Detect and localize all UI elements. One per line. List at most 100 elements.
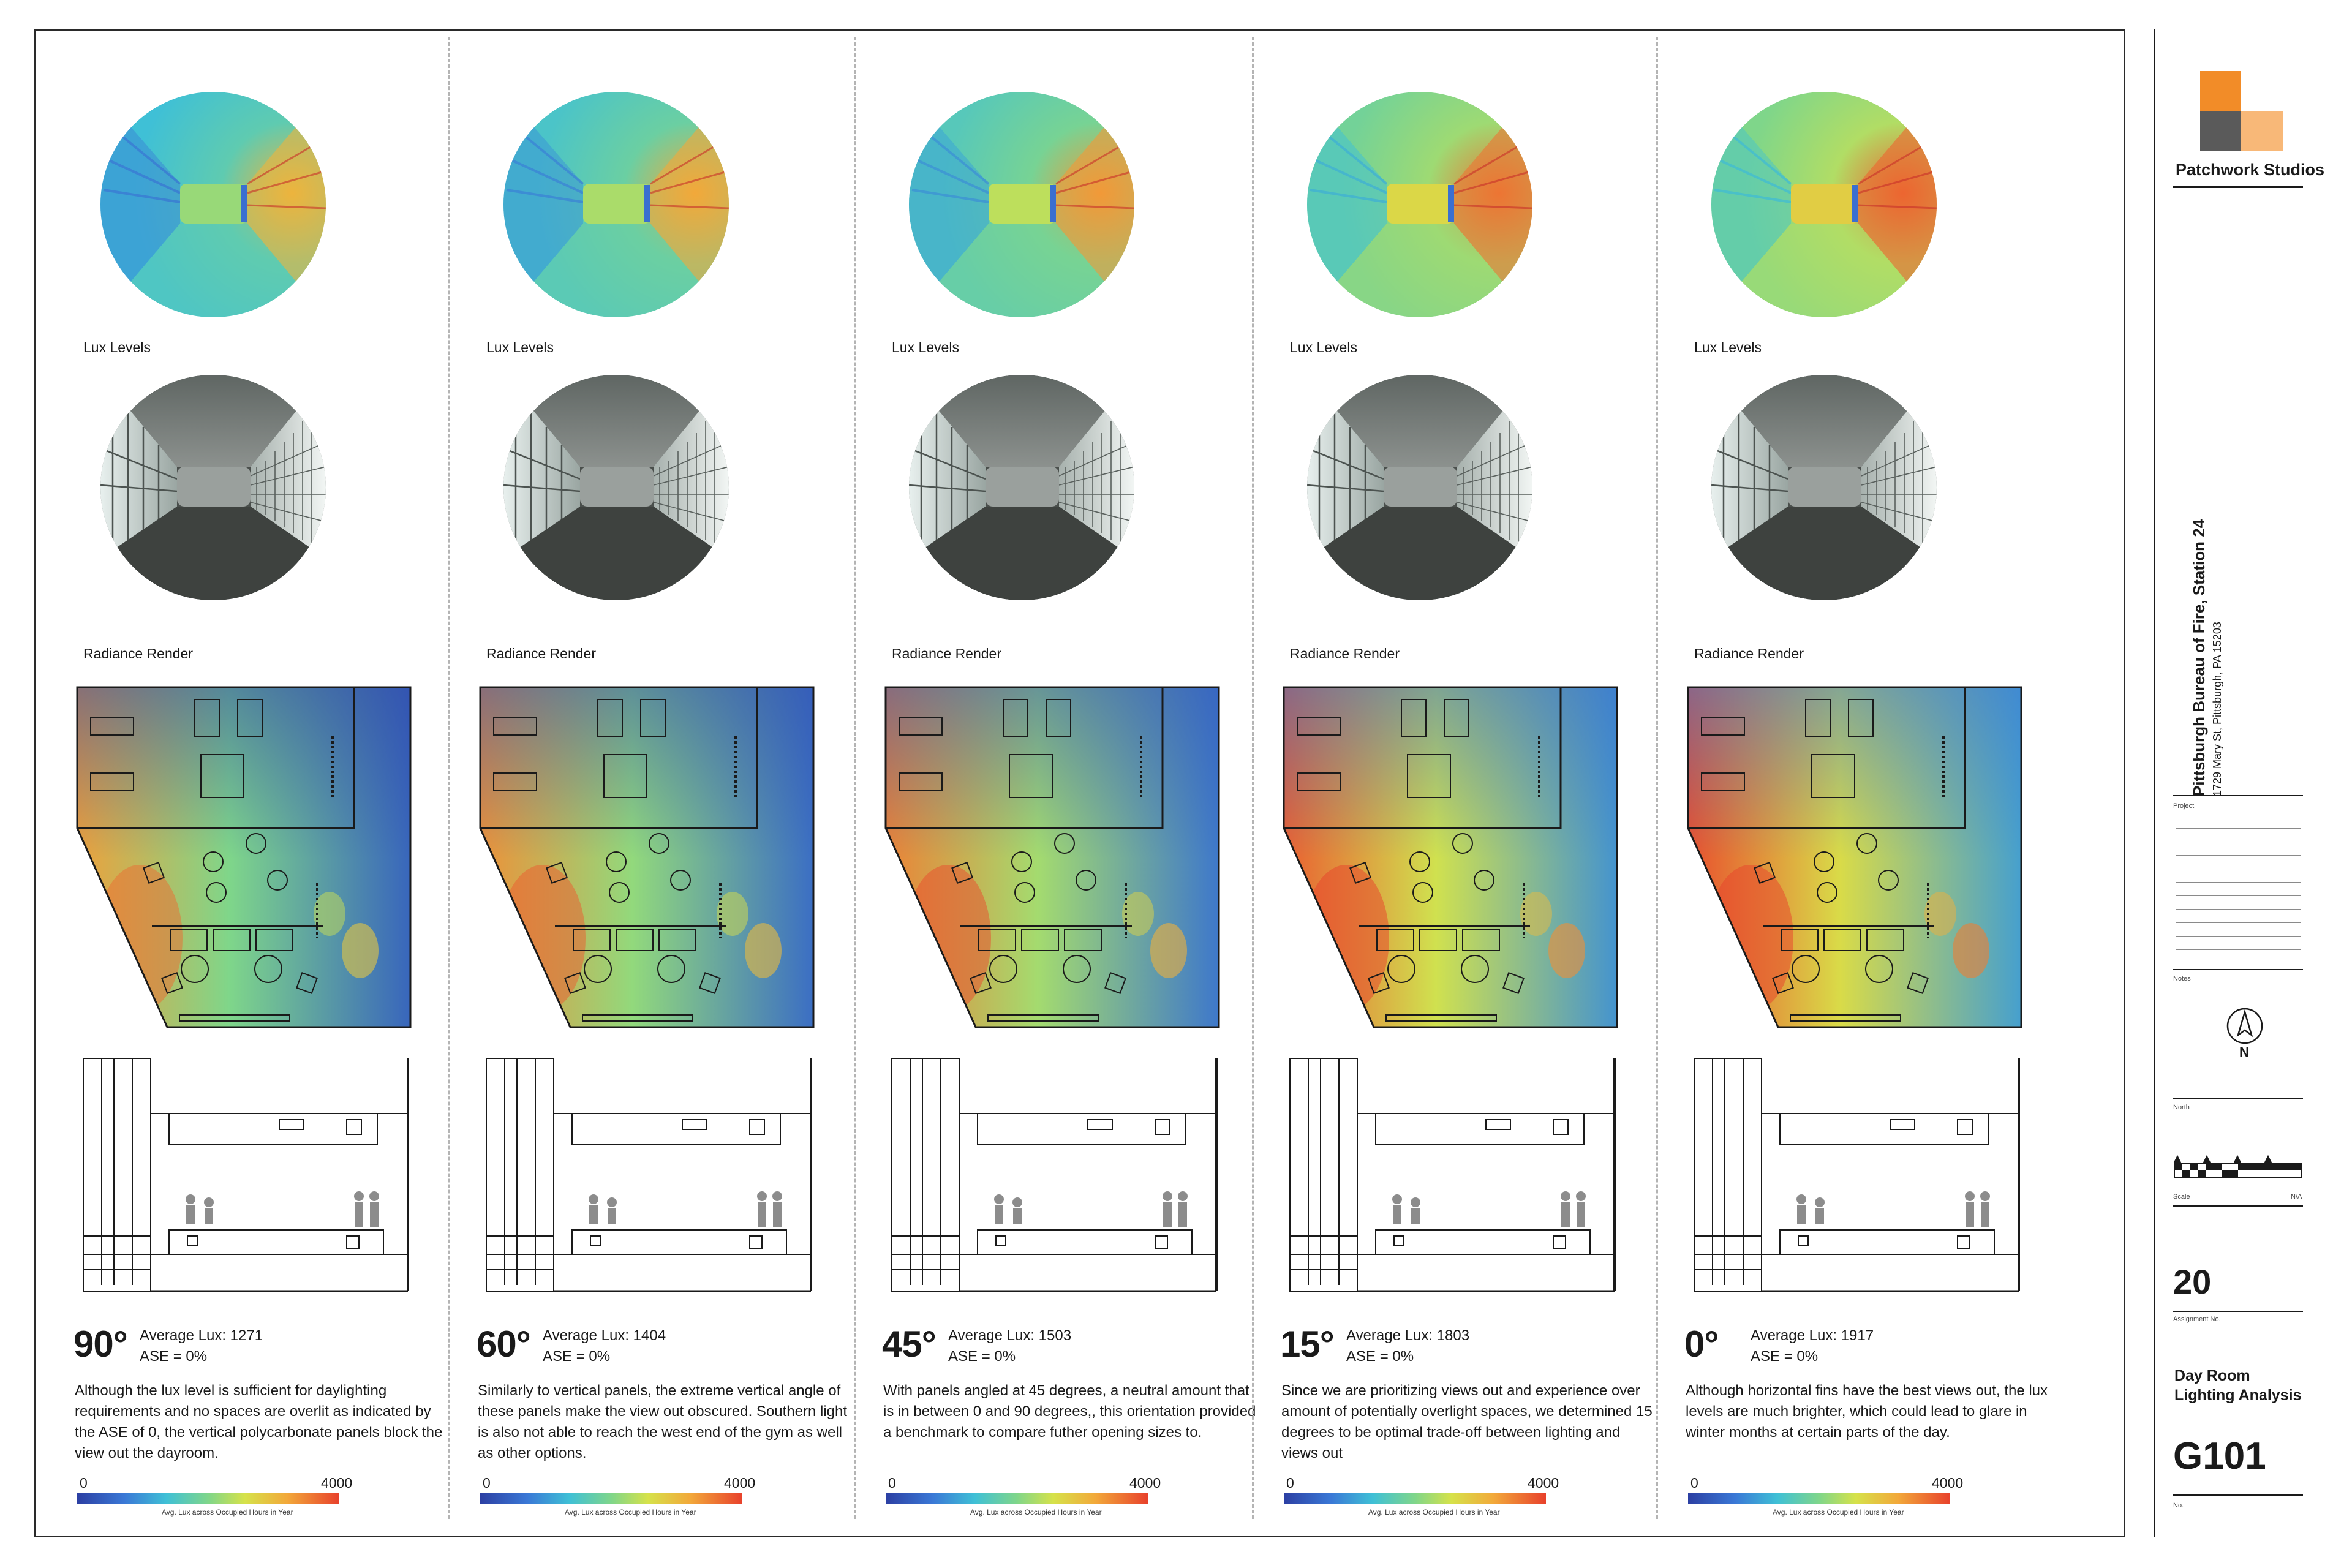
legend-max: 4000 bbox=[1932, 1475, 1964, 1491]
radiance-fisheye bbox=[1307, 375, 1532, 600]
building-section bbox=[1284, 1052, 1627, 1300]
sheet-title: Day Room Lighting Analysis bbox=[2174, 1367, 2302, 1404]
column-divider bbox=[1252, 37, 1254, 1519]
lux-fisheye bbox=[909, 92, 1134, 317]
north-arrow-icon bbox=[2223, 1005, 2266, 1050]
lux-caption: Lux Levels bbox=[1290, 339, 1357, 355]
legend-min: 0 bbox=[1286, 1475, 1294, 1491]
average-lux: Average Lux: 1803 bbox=[1346, 1327, 1470, 1344]
project-label: Project bbox=[2173, 802, 2195, 810]
lux-fisheye bbox=[503, 92, 729, 317]
option-description: Since we are prioritizing views out and … bbox=[1281, 1382, 1653, 1461]
panel-angle: 45° bbox=[882, 1324, 937, 1365]
title-block-border bbox=[2154, 29, 2155, 1537]
north-label: North bbox=[2173, 1104, 2190, 1111]
notes-rule bbox=[2173, 969, 2303, 970]
ase-value: ASE = 0% bbox=[543, 1348, 611, 1365]
option-description: With panels angled at 45 degrees, a neut… bbox=[883, 1382, 1256, 1441]
lux-fisheye bbox=[1711, 92, 1937, 317]
firm-logo-icon bbox=[2200, 71, 2286, 154]
lux-legend-bar bbox=[77, 1493, 339, 1504]
scale-bar-icon bbox=[2173, 1155, 2303, 1189]
panel-angle: 60° bbox=[477, 1324, 531, 1365]
lux-caption: Lux Levels bbox=[892, 339, 959, 355]
legend-min: 0 bbox=[483, 1475, 491, 1491]
project-info: Pittsburgh Bureau of Fire, Station 24 17… bbox=[2190, 519, 2224, 796]
lux-legend-bar bbox=[480, 1493, 742, 1504]
lux-floor-plan bbox=[1683, 681, 2032, 1039]
scale-label: Scale bbox=[2173, 1193, 2190, 1200]
legend-max: 4000 bbox=[724, 1475, 756, 1491]
notes-line bbox=[2176, 828, 2301, 829]
legend-caption: Avg. Lux across Occupied Hours in Year bbox=[1773, 1508, 1904, 1517]
legend-min: 0 bbox=[1691, 1475, 1698, 1491]
assignment-number: 20 bbox=[2173, 1262, 2212, 1301]
option-description: Although horizontal fins have the best v… bbox=[1686, 1382, 2048, 1441]
building-section bbox=[1688, 1052, 2031, 1300]
lux-fisheye bbox=[1307, 92, 1532, 317]
legend-max: 4000 bbox=[321, 1475, 353, 1491]
lux-floor-plan bbox=[1279, 681, 1628, 1039]
scale-value: N/A bbox=[2291, 1193, 2302, 1200]
scale-rule bbox=[2173, 1205, 2303, 1207]
radiance-fisheye bbox=[909, 375, 1134, 600]
ase-value: ASE = 0% bbox=[1346, 1348, 1414, 1365]
ase-value: ASE = 0% bbox=[1751, 1348, 1819, 1365]
notes-line bbox=[2176, 936, 2301, 937]
panel-angle: 0° bbox=[1684, 1324, 1719, 1365]
ase-value: ASE = 0% bbox=[140, 1348, 208, 1365]
lux-legend-bar bbox=[1284, 1493, 1546, 1504]
firm-rule bbox=[2173, 186, 2303, 188]
notes-line bbox=[2176, 949, 2301, 950]
lux-caption: Lux Levels bbox=[1694, 339, 1762, 355]
notes-line bbox=[2176, 882, 2301, 883]
lux-caption: Lux Levels bbox=[83, 339, 151, 355]
firm-name: Patchwork Studios bbox=[2176, 160, 2325, 179]
render-caption: Radiance Render bbox=[892, 646, 1002, 662]
average-lux: Average Lux: 1503 bbox=[948, 1327, 1072, 1344]
legend-caption: Avg. Lux across Occupied Hours in Year bbox=[565, 1508, 696, 1517]
sheet-number-label: No. bbox=[2173, 1502, 2184, 1509]
option-description: Although the lux level is sufficient for… bbox=[75, 1382, 443, 1461]
lux-stats: Average Lux: 1271 ASE = 0% bbox=[140, 1325, 263, 1367]
lux-floor-plan bbox=[72, 681, 421, 1039]
legend-min: 0 bbox=[80, 1475, 88, 1491]
render-caption: Radiance Render bbox=[1694, 646, 1804, 662]
legend-caption: Avg. Lux across Occupied Hours in Year bbox=[162, 1508, 293, 1517]
panel-angle: 15° bbox=[1280, 1324, 1335, 1365]
lux-stats: Average Lux: 1803 ASE = 0% bbox=[1346, 1325, 1469, 1367]
legend-max: 4000 bbox=[1528, 1475, 1559, 1491]
legend-caption: Avg. Lux across Occupied Hours in Year bbox=[970, 1508, 1102, 1517]
notes-label: Notes bbox=[2173, 975, 2191, 982]
lux-legend-bar bbox=[886, 1493, 1148, 1504]
lux-floor-plan bbox=[881, 681, 1230, 1039]
legend-min: 0 bbox=[888, 1475, 896, 1491]
lux-stats: Average Lux: 1503 ASE = 0% bbox=[948, 1325, 1071, 1367]
notes-line bbox=[2176, 922, 2301, 923]
sheet-number: G101 bbox=[2173, 1435, 2266, 1477]
average-lux: Average Lux: 1404 bbox=[543, 1327, 666, 1344]
north-letter: N bbox=[2239, 1044, 2249, 1060]
radiance-fisheye bbox=[100, 375, 326, 600]
column-divider bbox=[854, 37, 856, 1519]
render-caption: Radiance Render bbox=[486, 646, 597, 662]
notes-line bbox=[2176, 855, 2301, 856]
notes-line bbox=[2176, 909, 2301, 910]
project-rule bbox=[2173, 795, 2303, 796]
option-description: Similarly to vertical panels, the extrem… bbox=[478, 1382, 848, 1461]
legend-max: 4000 bbox=[1129, 1475, 1161, 1491]
lux-caption: Lux Levels bbox=[486, 339, 554, 355]
average-lux: Average Lux: 1917 bbox=[1751, 1327, 1874, 1344]
assignment-label: Assignment No. bbox=[2173, 1316, 2221, 1323]
project-address: 1729 Mary St, Pittsburgh, PA 15203 bbox=[2211, 622, 2223, 796]
north-rule bbox=[2173, 1098, 2303, 1099]
building-section bbox=[480, 1052, 823, 1300]
column-divider bbox=[1656, 37, 1658, 1519]
project-title: Pittsburgh Bureau of Fire, Station 24 bbox=[2190, 519, 2208, 796]
lux-stats: Average Lux: 1404 ASE = 0% bbox=[543, 1325, 666, 1367]
lux-floor-plan bbox=[475, 681, 824, 1039]
building-section bbox=[886, 1052, 1229, 1300]
notes-line bbox=[2176, 895, 2301, 896]
legend-caption: Avg. Lux across Occupied Hours in Year bbox=[1368, 1508, 1500, 1517]
panel-angle: 90° bbox=[74, 1324, 128, 1365]
